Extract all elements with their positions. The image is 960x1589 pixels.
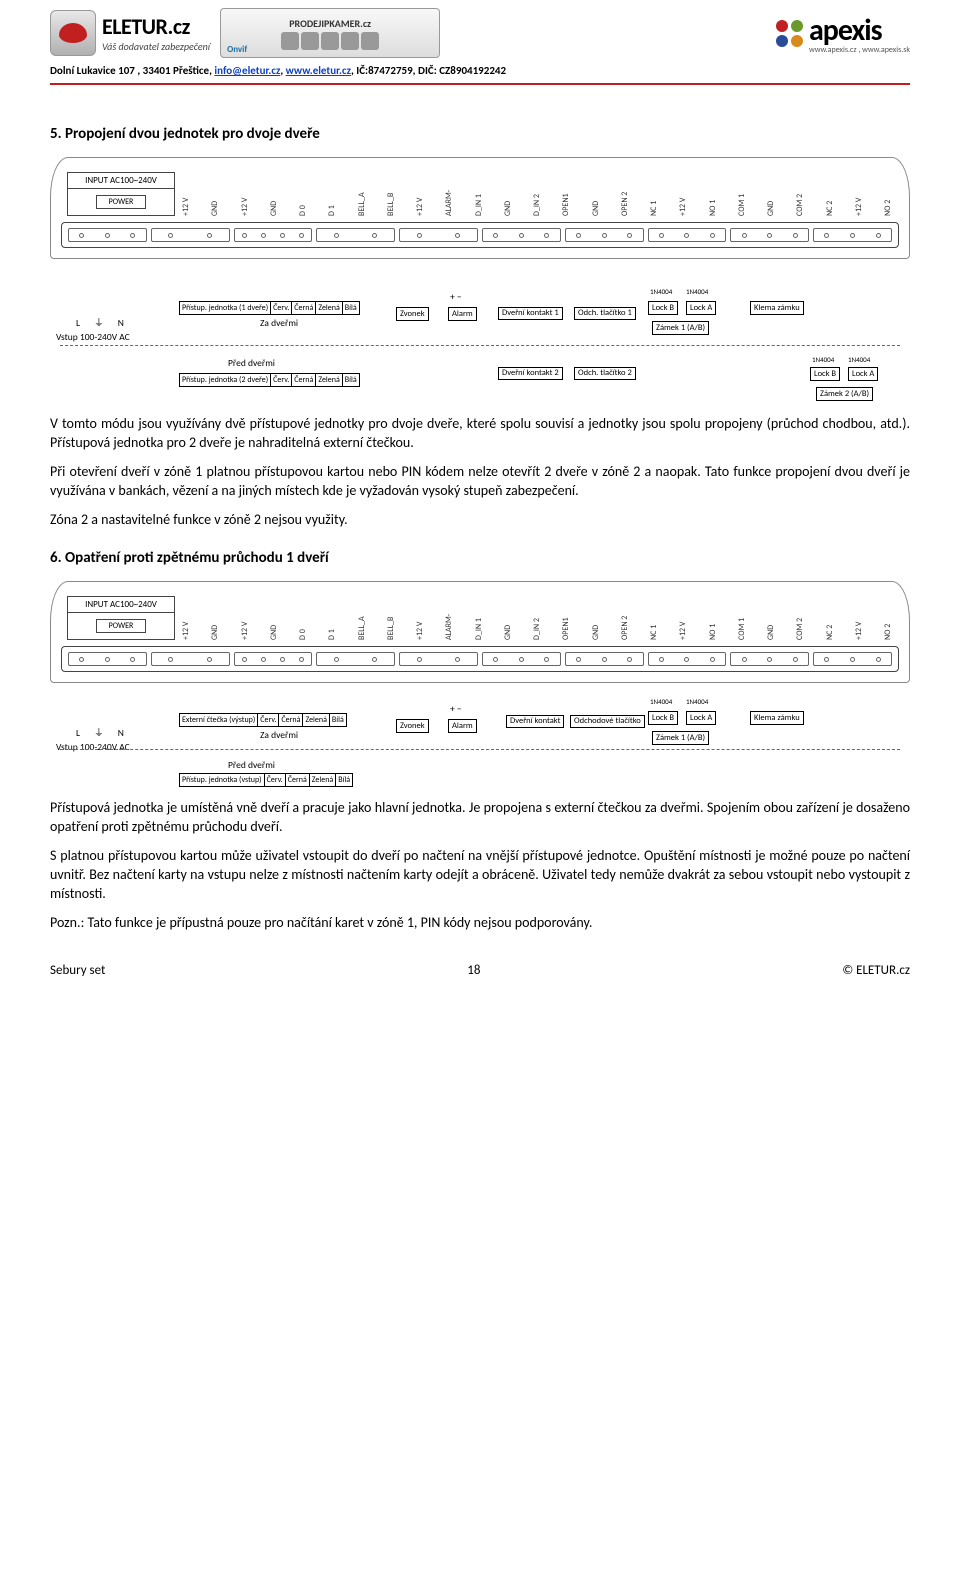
- zvonek-2: Zvonek: [396, 719, 429, 733]
- locka-1: Lock A: [686, 301, 716, 315]
- apexis-name: apexis: [809, 12, 910, 49]
- apexis-logo: apexis www.apexis.cz , www.apexis.sk: [776, 12, 910, 55]
- lockb-2: Lock B: [810, 367, 840, 381]
- input-block-2: INPUT AC100~240V POWER: [67, 596, 175, 640]
- terminal-strip: [61, 222, 899, 248]
- lockb-1: Lock B: [648, 301, 678, 315]
- footer-left: Sebury set: [50, 963, 105, 978]
- header-divider: [50, 83, 910, 85]
- input-title: INPUT AC100~240V: [68, 173, 174, 189]
- code-11: 1N4004: [650, 287, 672, 296]
- dk2: Dveřní kontakt 2: [498, 367, 563, 380]
- lockb-3: Lock B: [648, 711, 678, 725]
- mid-title: PRODEJIPKAMER.cz: [289, 17, 371, 30]
- input-block: INPUT AC100~240V POWER: [67, 172, 175, 216]
- pred-dvermi-1: Před dveřmi: [228, 357, 275, 369]
- onvif-label: Onvif: [227, 44, 247, 55]
- za-dvermi-2: Za dveřmi: [260, 729, 298, 741]
- odch2: Odch. tlačítko 2: [574, 367, 636, 380]
- odch: Odchodové tlačítko: [570, 715, 645, 728]
- code-13: 1N4004: [812, 355, 834, 364]
- dk: Dveřní kontakt: [506, 715, 564, 728]
- sec5-p3: Zóna 2 a nastavitelné funkce v zóně 2 ne…: [50, 511, 910, 530]
- reader-ext-row: Externí čtečka (výstup)Červ.ČernáZelenáB…: [180, 713, 347, 727]
- code-21: 1N4004: [650, 697, 672, 706]
- terminal-strip-2: [61, 646, 899, 672]
- zamek1-2: Zámek 1 (A/B): [652, 731, 709, 745]
- sec5-p2: Při otevření dveří v zóně 1 platnou přís…: [50, 463, 910, 501]
- za-dvermi-1: Za dveřmi: [260, 317, 298, 329]
- company-info: Dolní Lukavice 107 , 33401 Přeštice, inf…: [50, 62, 910, 83]
- sec6-p2: S platnou přístupovou kartou může uživat…: [50, 847, 910, 904]
- klema-1: Klema zámku: [750, 301, 804, 315]
- sec5-p1: V tomto módu jsou využívány dvě přístupo…: [50, 415, 910, 453]
- pin-labels: +12 VGND +12 VGND D 0D 1 BELL_ABELL_B +1…: [181, 182, 893, 216]
- wiring-diagram-1: INPUT AC100~240V POWER +12 VGND +12 VGND…: [50, 157, 910, 259]
- klema-2: Klema zámku: [750, 711, 804, 725]
- eletur-sub: Váš dodavatel zabezpečení: [102, 40, 210, 53]
- unit1-row: Přístup. jednotka (1 dveře)Červ.ČernáZel…: [180, 301, 360, 315]
- info-suffix: , IČ:87472759, DIČ: CZ8904192242: [351, 64, 506, 77]
- pm-label-2: + −: [450, 703, 462, 715]
- vstup-label-2: Vstup 100-240V AC: [56, 741, 130, 753]
- eletur-name: ELETUR.cz: [102, 13, 210, 40]
- code-22: 1N4004: [686, 697, 708, 706]
- page-header: ELETUR.cz Váš dodavatel zabezpečení PROD…: [50, 0, 910, 62]
- odch1: Odch. tlačítko 1: [574, 307, 636, 320]
- section-6-title: 6. Opatření proti zpětnému průchodu 1 dv…: [50, 549, 910, 567]
- power-label: POWER: [96, 195, 146, 209]
- prodejipkamer-logo: PRODEJIPKAMER.cz Onvif: [220, 8, 440, 58]
- zvonek-1: Zvonek: [396, 307, 429, 321]
- sec6-p1: Přístupová jednotka je umístěná vně dveř…: [50, 799, 910, 837]
- locka-3: Lock A: [686, 711, 716, 725]
- reader-in-row: Přístup. jednotka (vstup)Červ.ČernáZelen…: [180, 773, 353, 787]
- sec6-p3: Pozn.: Tato funkce je přípustná pouze pr…: [50, 914, 910, 933]
- code-14: 1N4004: [848, 355, 870, 364]
- pm-label-1: + −: [450, 291, 462, 303]
- lnn-label-2: L ⏚ N: [76, 725, 130, 739]
- web-link[interactable]: www.eletur.cz: [286, 64, 351, 77]
- locka-2: Lock A: [848, 367, 878, 381]
- zamek2: Zámek 2 (A/B): [816, 387, 873, 401]
- wires-2: L ⏚ N Vstup 100-240V AC Externí čtečka (…: [50, 689, 910, 789]
- wiring-diagram-2: INPUT AC100~240V POWER +12 VGND +12 VGND…: [50, 581, 910, 683]
- unit2-row: Přístup. jednotka (2 dveře)Červ.ČernáZel…: [180, 373, 360, 387]
- lnn-label: L ⏚ N: [76, 315, 130, 329]
- page-footer: Sebury set 18 © ELETUR.cz: [50, 963, 910, 978]
- email-link[interactable]: info@eletur.cz: [214, 64, 280, 77]
- eletur-logo: ELETUR.cz Váš dodavatel zabezpečení: [50, 10, 210, 56]
- zamek1: Zámek 1 (A/B): [652, 321, 709, 335]
- footer-right: © ELETUR.cz: [842, 963, 910, 978]
- footer-page: 18: [467, 963, 480, 978]
- pin-labels-2: +12 VGND +12 VGND D 0D 1 BELL_ABELL_B +1…: [181, 606, 893, 640]
- shield-icon: [50, 10, 96, 56]
- alarm-1: Alarm: [448, 307, 477, 321]
- wires-1: L ⏚ N Vstup 100-240V AC Přístup. jednotk…: [50, 265, 910, 405]
- vstup-label: Vstup 100-240V AC: [56, 331, 130, 343]
- pred-dvermi-2: Před dveřmi: [228, 759, 275, 771]
- info-prefix: Dolní Lukavice 107 , 33401 Přeštice,: [50, 64, 214, 77]
- apexis-sub: www.apexis.cz , www.apexis.sk: [809, 45, 910, 55]
- alarm-2: Alarm: [448, 719, 477, 733]
- dk1: Dveřní kontakt 1: [498, 307, 563, 320]
- section-5-title: 5. Propojení dvou jednotek pro dvoje dve…: [50, 125, 910, 143]
- code-12: 1N4004: [686, 287, 708, 296]
